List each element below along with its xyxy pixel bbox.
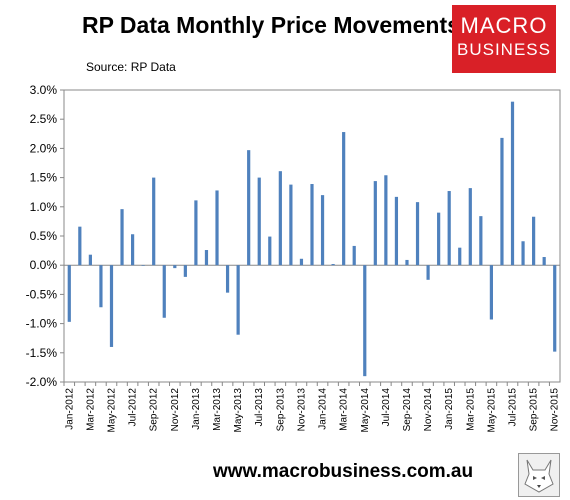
bar-dec-2014 [437,212,441,266]
y-tick-label: 0.0% [30,258,58,272]
bar-mar-2014 [342,132,346,266]
macrobusiness-logo: MACRO BUSINESS [452,5,556,73]
logo-line-business: BUSINESS [457,40,551,59]
y-tick-label: 3.0% [30,83,58,97]
bar-sep-2014 [405,259,409,266]
wolf-icon [518,453,560,497]
bar-nov-2012 [173,265,177,269]
bar-jan-2015 [447,191,451,266]
x-tick-label: Mar-2013 [212,388,223,431]
x-tick-label: Sep-2013 [275,388,286,432]
y-tick-label: -1.0% [26,317,58,331]
bar-jul-2015 [510,101,515,266]
bar-jun-2012 [120,209,124,266]
logo-line-macro: MACRO [460,13,548,38]
bar-feb-2012 [78,226,82,266]
tick-labels: 3.0% 2.5% 2.0% 1.5% 1.0% 0.5% 0.0% -0.5% -1.0% -1… [26,83,561,432]
bar-jul-2013 [257,177,261,266]
bar-dec-2012 [183,265,187,277]
bar-aug-2014 [394,196,399,266]
y-tick-label: 1.0% [30,200,58,214]
x-tick-label: Nov-2015 [550,388,561,432]
x-tick-label: Sep-2012 [149,388,160,432]
bar-may-2013 [236,265,240,335]
x-tick-label: Nov-2014 [423,388,434,432]
bar-sep-2013 [278,171,282,266]
x-tick-label: Mar-2014 [339,388,350,431]
bar-feb-2013 [204,250,209,266]
bar-jan-2014 [320,195,325,266]
x-tick-label: Mar-2012 [85,388,96,431]
bar-jul-2014 [384,175,388,266]
x-tick-label: May-2013 [233,388,244,433]
y-tick-label: 0.5% [30,229,58,243]
x-tick-label: Jan-2013 [191,388,202,430]
y-tick-label: 2.5% [30,112,58,126]
x-tick-label: Mar-2015 [465,388,476,431]
bar-aug-2013 [268,236,272,266]
y-tick-label: -1.5% [26,346,58,360]
y-tick-label: 2.0% [30,141,58,155]
bar-mar-2012 [88,254,92,266]
bar-may-2014 [363,265,367,377]
bar-nov-2015 [553,265,557,352]
x-tick-label: May-2014 [360,388,371,433]
x-tick-label: Nov-2012 [170,388,181,432]
bar-jul-2012 [131,234,135,266]
bar-apr-2013 [225,265,230,293]
chart-title: RP Data Monthly Price Movements [82,12,460,38]
x-tick-label: Sep-2015 [529,388,540,432]
bar-mar-2013 [215,190,219,266]
website-url: www.macrobusiness.com.au [213,461,474,482]
bar-may-2012 [109,265,114,347]
x-tick-label: Nov-2013 [296,388,307,432]
bars [67,101,557,377]
bar-jun-2013 [247,150,251,266]
bar-feb-2015 [458,247,462,266]
x-tick-label: Jan-2014 [318,388,329,430]
bar-dec-2013 [310,184,314,266]
y-tick-label: -2.0% [26,375,58,389]
x-tick-label: Jan-2012 [64,388,75,430]
bar-apr-2015 [479,216,483,266]
y-tick-label: -0.5% [26,287,58,301]
x-tick-label: Jul-2013 [254,388,265,427]
x-tick-label: Sep-2014 [402,388,413,432]
bar-oct-2013 [289,184,293,266]
bar-jun-2015 [500,137,504,266]
bar-sep-2015 [532,216,536,266]
x-tick-label: Jan-2015 [444,388,455,430]
bar-apr-2014 [352,245,356,266]
bar-aug-2015 [521,241,525,266]
bar-apr-2012 [99,265,103,308]
bar-sep-2012 [152,177,156,266]
bar-mar-2015 [468,188,472,266]
source-note: Source: RP Data [86,60,176,74]
x-tick-label: Jul-2015 [508,388,519,427]
y-tick-label: 1.5% [30,171,58,185]
bar-may-2015 [489,265,493,320]
bar-feb-2014 [331,264,335,266]
bar-nov-2014 [426,265,430,280]
bar-jun-2014 [373,181,377,266]
axes [60,89,561,386]
bar-nov-2013 [299,258,304,266]
bar-aug-2012 [141,265,145,266]
bar-oct-2015 [542,257,546,266]
bar-jan-2012 [67,265,71,322]
x-tick-label: Jul-2014 [381,388,392,427]
x-tick-label: May-2015 [486,388,497,433]
x-tick-label: Jul-2012 [128,388,139,427]
bar-jan-2013 [194,200,198,266]
x-tick-label: May-2012 [106,388,117,433]
bar-oct-2014 [415,202,420,266]
bar-oct-2012 [162,265,166,318]
